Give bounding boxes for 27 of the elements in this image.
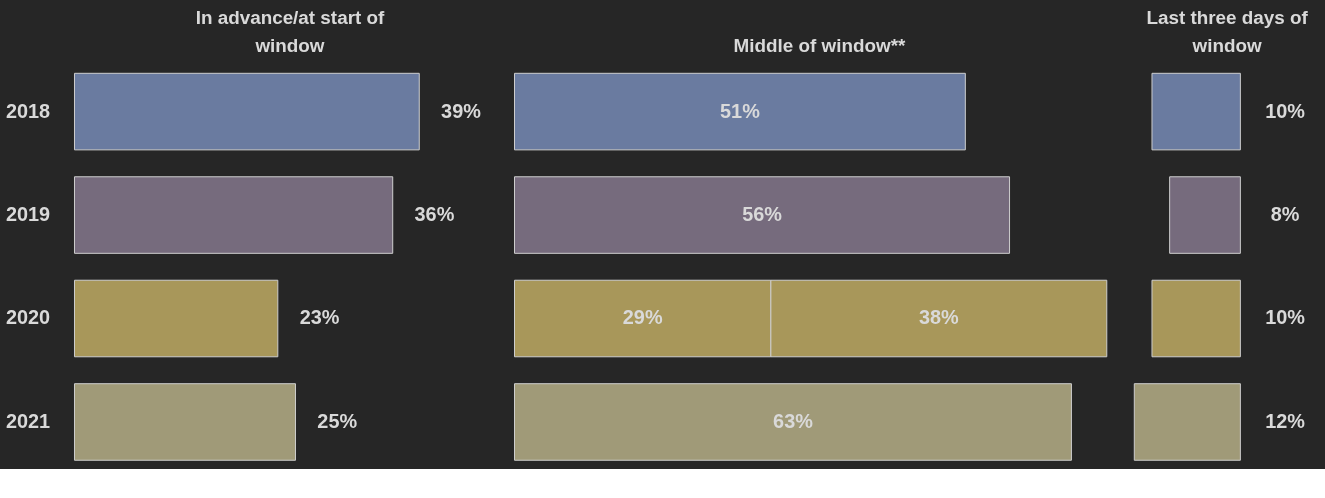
- bar: [73, 176, 394, 254]
- chart-title: In advance/at start of window: [195, 7, 386, 57]
- data-label: 8%: [1270, 203, 1300, 226]
- bar: [73, 72, 420, 151]
- y-tick-label: 2021: [5, 409, 51, 432]
- data-label: 36%: [414, 203, 455, 226]
- y-tick-label: 2019: [5, 203, 51, 226]
- data-label: 12%: [1265, 409, 1306, 432]
- data-label: 63%: [773, 409, 814, 432]
- bar: [514, 72, 966, 151]
- y-tick-label: 2020: [5, 306, 51, 329]
- bar: [514, 176, 1011, 254]
- bar: [73, 279, 279, 358]
- data-label: 10%: [1265, 99, 1306, 122]
- bar: [73, 383, 296, 461]
- data-label: 29%: [622, 306, 663, 329]
- data-label: 10%: [1265, 306, 1306, 329]
- chart-title: Last three days of window: [1146, 7, 1309, 57]
- data-label: 25%: [317, 409, 358, 432]
- data-label: 56%: [742, 203, 783, 226]
- data-label: 23%: [299, 306, 340, 329]
- bar: [514, 383, 1072, 461]
- chart-title: Middle of window**: [733, 35, 907, 57]
- y-tick-label: 2018: [5, 99, 51, 122]
- data-label: 38%: [918, 306, 960, 329]
- data-label: 51%: [720, 99, 761, 122]
- data-label: 39%: [441, 99, 482, 122]
